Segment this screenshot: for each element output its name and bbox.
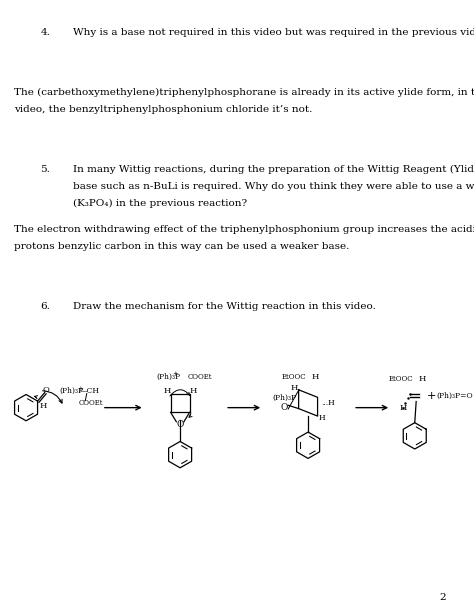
Text: H: H — [39, 402, 47, 409]
Text: (Ph)₃P=O: (Ph)₃P=O — [436, 392, 473, 400]
Text: base such as n-BuLi is required. Why do you think they were able to use a weaker: base such as n-BuLi is required. Why do … — [73, 182, 474, 191]
Text: 2: 2 — [439, 593, 446, 602]
Text: 4.: 4. — [40, 28, 50, 37]
Text: +: + — [427, 391, 436, 401]
Text: O: O — [176, 419, 184, 428]
Text: H: H — [319, 414, 326, 422]
Text: Draw the mechanism for the Wittig reaction in this video.: Draw the mechanism for the Wittig reacti… — [73, 302, 376, 311]
Text: EtOOC: EtOOC — [282, 373, 307, 381]
Text: (Ph)₃P: (Ph)₃P — [59, 387, 83, 395]
Text: protons benzylic carbon in this way can be used a weaker base.: protons benzylic carbon in this way can … — [14, 242, 350, 251]
Text: (K₃PO₄) in the previous reaction?: (K₃PO₄) in the previous reaction? — [73, 199, 247, 208]
Text: +: + — [173, 371, 178, 377]
Text: EtOOC: EtOOC — [389, 375, 413, 384]
Text: The (carbethoxymethylene)triphenylphosphorane is already in its active ylide for: The (carbethoxymethylene)triphenylphosph… — [14, 88, 474, 97]
FancyArrowPatch shape — [35, 395, 37, 398]
Text: video, the benzyltriphenylphosphonium chloride it’s not.: video, the benzyltriphenylphosphonium ch… — [14, 105, 312, 114]
Text: O: O — [43, 386, 50, 394]
Text: H: H — [190, 387, 197, 395]
Text: O: O — [281, 403, 288, 412]
FancyArrowPatch shape — [189, 413, 192, 417]
Text: (Ph)₃P: (Ph)₃P — [156, 373, 181, 381]
FancyArrowPatch shape — [170, 390, 190, 396]
Text: COOEt: COOEt — [187, 373, 212, 381]
Text: 6.: 6. — [40, 302, 50, 311]
Text: H: H — [399, 403, 407, 412]
Text: H: H — [290, 384, 298, 392]
FancyArrowPatch shape — [43, 390, 62, 403]
Text: H: H — [311, 373, 319, 381]
Text: +: + — [77, 386, 83, 392]
Text: 5.: 5. — [40, 165, 50, 174]
Text: H: H — [418, 375, 426, 384]
Text: H: H — [163, 387, 171, 395]
Text: Why is a base not required in this video but was required in the previous video?: Why is a base not required in this video… — [73, 28, 474, 37]
Text: ...H: ...H — [321, 399, 335, 407]
Text: In many Wittig reactions, during the preparation of the Wittig Reagent (Ylide), : In many Wittig reactions, during the pre… — [73, 165, 474, 174]
Text: COOEt: COOEt — [78, 399, 103, 407]
Text: (Ph)₃P: (Ph)₃P — [273, 394, 297, 402]
Text: —CH: —CH — [79, 387, 99, 395]
Text: The electron withdrawing effect of the triphenylphosphonium group increases the : The electron withdrawing effect of the t… — [14, 225, 474, 234]
